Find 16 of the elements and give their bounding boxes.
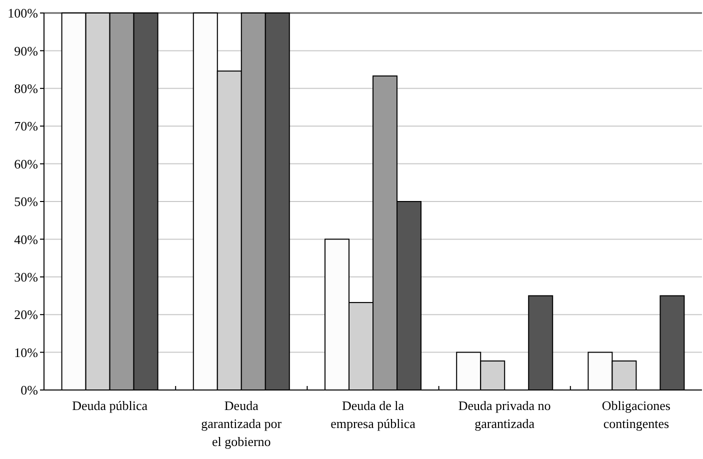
x-tick-label: Deuda de la empresa pública	[330, 398, 416, 431]
y-tick-label: 10%	[14, 344, 38, 360]
y-tick-label: 70%	[14, 118, 38, 134]
y-tick-label: 100%	[8, 6, 38, 21]
y-tick-label: 0%	[20, 382, 38, 398]
x-tick-label: Deuda garantizada por el gobierno	[201, 398, 282, 449]
y-tick-label: 30%	[14, 269, 38, 284]
y-tick-label: 40%	[14, 232, 38, 247]
y-tick-label: 80%	[14, 80, 38, 96]
y-tick-label: 20%	[14, 307, 38, 322]
x-tick-label: Deuda pública	[72, 398, 148, 413]
y-tick-label: 60%	[14, 156, 38, 172]
x-tick-label: Deuda privada no garantizada	[458, 398, 551, 431]
y-tick-label: 90%	[14, 43, 38, 58]
x-tick-label: Obligaciones contingentes	[602, 398, 670, 431]
y-tick-label: 50%	[14, 194, 38, 210]
